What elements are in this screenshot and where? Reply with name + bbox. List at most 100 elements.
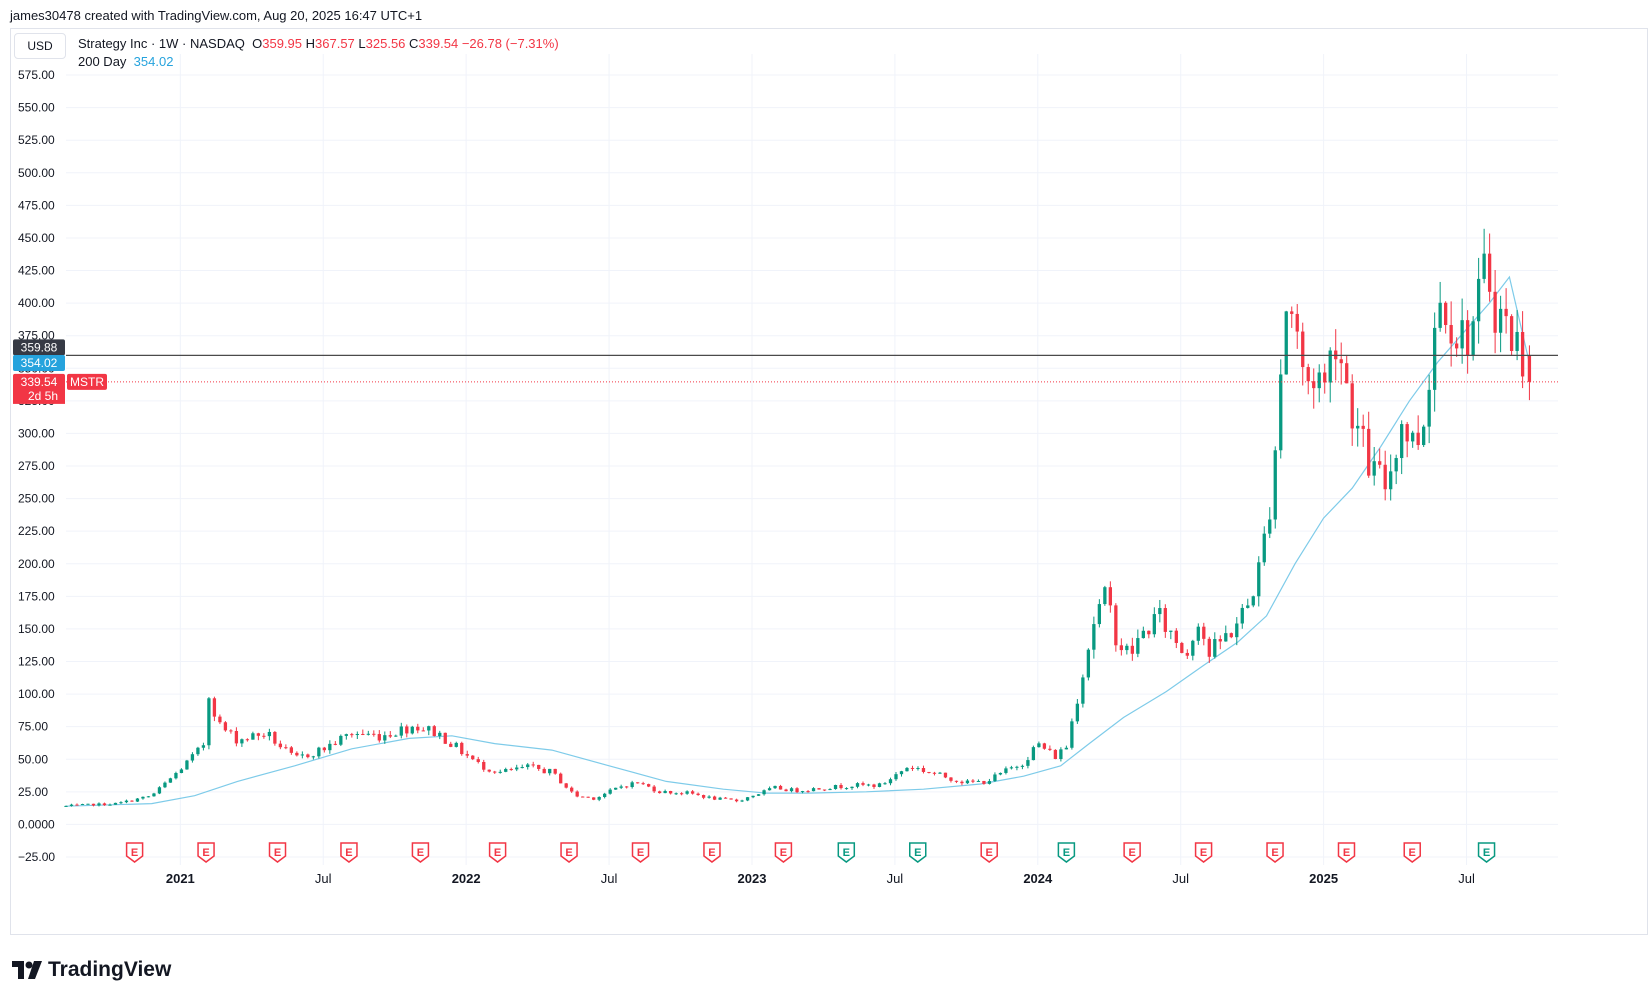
candle[interactable] — [190, 752, 195, 763]
candle[interactable] — [1009, 765, 1014, 770]
candle[interactable] — [350, 732, 354, 738]
candle[interactable] — [690, 790, 695, 795]
candle[interactable] — [240, 738, 244, 747]
candle[interactable] — [174, 771, 178, 780]
candle[interactable] — [311, 755, 315, 760]
candle[interactable] — [515, 764, 519, 772]
candle[interactable] — [256, 732, 261, 741]
candle[interactable] — [1240, 604, 1244, 629]
candle[interactable] — [767, 786, 772, 791]
candle[interactable] — [712, 795, 717, 801]
candle[interactable] — [1438, 281, 1442, 332]
legend-ma-label[interactable]: 200 Day — [78, 54, 127, 69]
candle[interactable] — [1454, 337, 1459, 357]
candle[interactable] — [1339, 342, 1343, 385]
candle[interactable] — [1416, 415, 1420, 450]
candle[interactable] — [866, 783, 871, 787]
candle[interactable] — [982, 780, 986, 785]
earnings-marker[interactable]: E — [909, 842, 927, 863]
legend-symbol[interactable]: Strategy Inc · 1W · NASDAQ — [78, 36, 245, 51]
candle[interactable] — [377, 730, 381, 743]
candle[interactable] — [366, 730, 370, 736]
candle[interactable] — [1064, 745, 1069, 750]
candle[interactable] — [1103, 585, 1107, 606]
candle[interactable] — [185, 759, 189, 770]
candle[interactable] — [614, 787, 618, 790]
candle[interactable] — [1202, 622, 1206, 646]
candle[interactable] — [1169, 630, 1173, 640]
candle[interactable] — [1207, 636, 1211, 663]
candle[interactable] — [1515, 309, 1519, 361]
candle[interactable] — [273, 731, 277, 746]
candle[interactable] — [1460, 298, 1464, 364]
candle[interactable] — [372, 730, 376, 737]
candle[interactable] — [993, 772, 997, 782]
candle[interactable] — [410, 725, 414, 735]
candle[interactable] — [1487, 233, 1492, 302]
candle[interactable] — [262, 733, 266, 739]
candle[interactable] — [619, 784, 623, 790]
candle[interactable] — [102, 802, 107, 806]
candle[interactable] — [157, 786, 162, 795]
candle[interactable] — [635, 782, 640, 784]
candle[interactable] — [234, 727, 239, 747]
candle[interactable] — [1317, 364, 1321, 403]
candle[interactable] — [284, 744, 288, 750]
candle[interactable] — [454, 741, 458, 748]
candle[interactable] — [1196, 623, 1200, 645]
candle[interactable] — [526, 763, 530, 770]
candle[interactable] — [1185, 649, 1189, 659]
candle[interactable] — [1279, 359, 1283, 459]
candle[interactable] — [828, 788, 832, 791]
candle[interactable] — [1323, 363, 1327, 394]
candle[interactable] — [1229, 632, 1233, 639]
candle[interactable] — [383, 731, 387, 744]
candle[interactable] — [1405, 421, 1409, 458]
candle[interactable] — [850, 786, 854, 790]
candle[interactable] — [1147, 630, 1151, 639]
candle[interactable] — [168, 777, 173, 783]
candle[interactable] — [399, 722, 403, 739]
candle[interactable] — [1411, 430, 1415, 448]
candle[interactable] — [75, 803, 79, 806]
earnings-marker[interactable]: E — [1477, 842, 1496, 863]
candle[interactable] — [795, 787, 799, 793]
earnings-marker[interactable]: E — [703, 842, 721, 863]
candle[interactable] — [592, 797, 596, 801]
candle[interactable] — [1257, 556, 1261, 607]
candle[interactable] — [575, 790, 579, 798]
candle[interactable] — [300, 751, 305, 759]
candle[interactable] — [729, 798, 733, 800]
candle[interactable] — [668, 790, 673, 795]
candle[interactable] — [339, 734, 343, 747]
earnings-marker[interactable]: E — [125, 842, 144, 863]
candle[interactable] — [421, 727, 425, 732]
candle[interactable] — [608, 788, 612, 795]
earnings-marker[interactable]: E — [631, 842, 650, 863]
candle[interactable] — [1356, 408, 1360, 447]
candle[interactable] — [570, 786, 574, 793]
candle[interactable] — [1037, 741, 1041, 748]
candle[interactable] — [663, 789, 667, 794]
candle[interactable] — [597, 796, 601, 802]
candle[interactable] — [756, 794, 761, 796]
candle[interactable] — [1108, 581, 1113, 613]
candle[interactable] — [641, 781, 645, 785]
candle[interactable] — [201, 742, 206, 751]
candle[interactable] — [630, 780, 634, 789]
candle[interactable] — [674, 792, 678, 795]
candle[interactable] — [1119, 638, 1123, 656]
candle[interactable] — [1158, 599, 1162, 623]
candle[interactable] — [800, 790, 805, 794]
candle[interactable] — [872, 783, 876, 789]
candle[interactable] — [1476, 257, 1481, 344]
candle[interactable] — [1312, 368, 1316, 409]
candle[interactable] — [482, 759, 486, 772]
candle[interactable] — [432, 724, 436, 737]
candle[interactable] — [493, 770, 497, 774]
candle[interactable] — [537, 764, 541, 771]
candle[interactable] — [108, 803, 112, 806]
candle[interactable] — [861, 781, 865, 787]
candle[interactable] — [740, 799, 744, 803]
